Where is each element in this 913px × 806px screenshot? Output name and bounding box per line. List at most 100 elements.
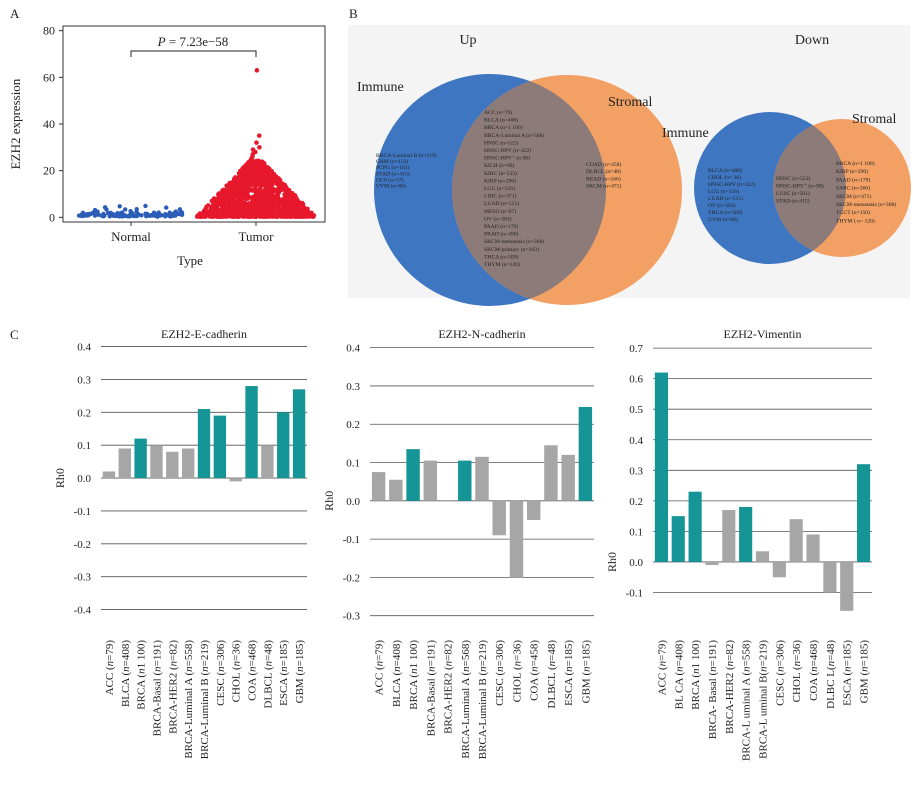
venn-item: HNSC (n=522) bbox=[484, 139, 519, 146]
bar bbox=[406, 449, 420, 501]
y-tick-label: 0.6 bbox=[629, 374, 643, 386]
category-n: n bbox=[104, 660, 116, 666]
tumor-point bbox=[276, 190, 281, 196]
tumor-point bbox=[249, 187, 254, 192]
category-n: n bbox=[563, 666, 575, 672]
venn-item: HNSC (n=522) bbox=[776, 175, 811, 182]
category-label: BRCA-Luminal A (n=568) bbox=[460, 640, 472, 759]
category-label: BRCA-Luminal A (n=558) bbox=[183, 640, 195, 759]
category-count: =468) bbox=[808, 640, 820, 667]
category-count: =82) bbox=[443, 640, 455, 661]
tumor-point bbox=[253, 214, 258, 219]
category-label: GBM (n=185) bbox=[859, 640, 871, 704]
normal-point bbox=[153, 212, 159, 217]
category-name: ESCA ( bbox=[842, 672, 854, 706]
tumor-point bbox=[295, 213, 300, 218]
venn-item: UCS (n=57) bbox=[376, 176, 404, 183]
significance-bracket bbox=[130, 50, 257, 57]
tumor-point bbox=[274, 181, 279, 186]
category-n: n bbox=[294, 666, 306, 672]
category-n: n bbox=[580, 666, 592, 672]
bar bbox=[475, 456, 489, 501]
category-label: BRCA-Luminal B (n=219) bbox=[477, 640, 489, 760]
category-count: =306) bbox=[494, 640, 506, 667]
y-tick-label: 0.4 bbox=[346, 343, 360, 355]
category-name: BRCA-L uminal A ( bbox=[741, 672, 753, 761]
category-count: =185) bbox=[859, 640, 871, 667]
category-label: BRCA-L uminal A (n=558) bbox=[741, 640, 753, 761]
bar bbox=[806, 534, 820, 562]
tumor-point bbox=[231, 177, 237, 183]
category-n: n bbox=[758, 666, 770, 672]
venn-down-both-list: HNSC (n=522)HNSC-HPV⁺ (n=98)LUSC (n=501)… bbox=[776, 175, 824, 205]
normal-point bbox=[80, 212, 85, 217]
y-tick-label: 0.5 bbox=[629, 404, 643, 416]
category-label: ACC (n=79) bbox=[104, 640, 116, 696]
category-name: BRCA ( bbox=[136, 674, 148, 710]
category-count: 1 100) bbox=[136, 640, 148, 669]
bar bbox=[166, 451, 179, 479]
venn-up-stromal-only-list: COAD (n=458)DLBCL (n=48)READ (n=166)SKCM… bbox=[586, 161, 621, 190]
y-tick-label: -0.3 bbox=[74, 572, 92, 584]
tumor-point bbox=[268, 199, 273, 205]
tumor-point bbox=[233, 213, 238, 219]
y-tick-label: 0.2 bbox=[77, 407, 91, 419]
category-name: DLBCL ( bbox=[262, 666, 274, 708]
tumor-point bbox=[270, 177, 276, 182]
venn-item: BLCA (n=408) bbox=[484, 117, 518, 124]
tumor-point bbox=[255, 180, 261, 186]
tumor-point bbox=[287, 214, 292, 219]
bar bbox=[150, 445, 163, 479]
normal-point bbox=[107, 214, 112, 219]
bar bbox=[561, 454, 575, 501]
normal-point bbox=[177, 207, 183, 212]
venn-item: OV (n=303) bbox=[708, 202, 736, 209]
y-tick-label: 0.0 bbox=[77, 473, 91, 485]
tumor-point bbox=[262, 182, 267, 187]
category-n: n bbox=[774, 666, 786, 672]
category-name: COA ( bbox=[529, 672, 541, 701]
category-n: n bbox=[443, 660, 455, 666]
venn-item: STAD (n=415) bbox=[376, 170, 410, 177]
tumor-point bbox=[232, 203, 238, 208]
category-name: BLCA ( bbox=[120, 672, 132, 707]
category-name: ESCA ( bbox=[563, 672, 575, 706]
category-name: CESC ( bbox=[774, 672, 786, 706]
bar bbox=[389, 479, 403, 501]
tumor-point bbox=[280, 207, 285, 212]
category-n: n bbox=[546, 660, 558, 666]
tumor-point bbox=[228, 205, 234, 211]
bar bbox=[245, 386, 258, 479]
normal-point bbox=[93, 210, 99, 215]
venn-item: LGG (n=516) bbox=[708, 188, 739, 195]
category-n: n bbox=[673, 666, 685, 672]
category-n: n bbox=[842, 666, 854, 672]
venn-item: SKCM-metastasis (n=368) bbox=[836, 201, 896, 208]
category-count: =558) bbox=[183, 640, 195, 667]
tumor-point bbox=[249, 168, 255, 173]
category-n: n bbox=[460, 666, 472, 672]
category-name: BRCA ( bbox=[690, 674, 702, 710]
tumor-point bbox=[253, 188, 259, 194]
venn-item: KIRC (n=533) bbox=[484, 170, 517, 177]
category-name: BRCA-Basal ( bbox=[425, 672, 437, 737]
tumor-point bbox=[213, 209, 218, 215]
tumor-point bbox=[249, 199, 254, 205]
category-name: BRCA-Luminal B ( bbox=[199, 672, 211, 760]
bar bbox=[578, 407, 593, 501]
tumor-point bbox=[255, 206, 260, 211]
bar bbox=[261, 445, 274, 479]
tumor-point bbox=[272, 209, 277, 215]
tumor-point bbox=[264, 187, 270, 192]
category-name: BRCA-Basal ( bbox=[151, 672, 163, 737]
tumor-point bbox=[273, 213, 278, 219]
tumor-point bbox=[257, 186, 263, 192]
venn-item: ACC (n=79) bbox=[484, 109, 512, 116]
tumor-point bbox=[239, 202, 244, 208]
tumor-point bbox=[225, 201, 230, 206]
category-name: GBM ( bbox=[580, 672, 592, 704]
normal-point bbox=[108, 210, 113, 216]
venn-down-immune-only-list: BLCA (n=408)CHOL (n= 36)HNSC-HPV (n=422)… bbox=[708, 167, 755, 223]
category-label: ESCA (n=185) bbox=[278, 640, 290, 706]
tumor-point bbox=[273, 188, 278, 193]
